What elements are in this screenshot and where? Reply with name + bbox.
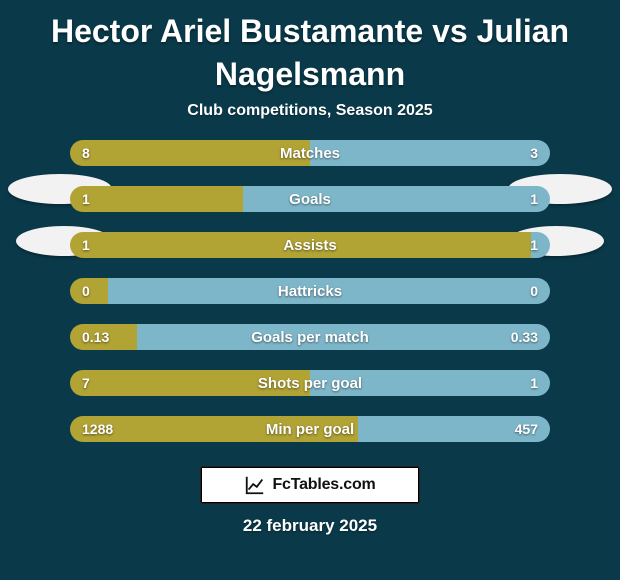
stat-row: Shots per goal71	[70, 370, 550, 396]
stat-bar-track	[70, 416, 550, 442]
stat-row: Matches83	[70, 140, 550, 166]
stat-bar-track	[70, 186, 550, 212]
date-label: 22 february 2025	[0, 516, 620, 536]
stat-bar-track	[70, 370, 550, 396]
stat-bar-right	[358, 416, 550, 442]
stat-bar-track	[70, 324, 550, 350]
stat-bar-track	[70, 140, 550, 166]
stat-row: Hattricks00	[70, 278, 550, 304]
stat-bar-right	[137, 324, 550, 350]
stat-bar-right	[531, 232, 550, 258]
source-logo: FcTables.com	[200, 466, 420, 504]
stat-bar-right	[310, 370, 550, 396]
stat-row: Assists11	[70, 232, 550, 258]
page-title: Hector Ariel Bustamante vs Julian Nagels…	[0, 0, 620, 102]
stats-container: Matches83 Goals11 Assists11 Hattricks00 Goal…	[70, 140, 550, 442]
stat-bar-left	[70, 324, 137, 350]
chart-icon	[244, 474, 266, 496]
stat-bar-right	[243, 186, 550, 212]
stat-bar-left	[70, 186, 243, 212]
stat-bar-left	[70, 370, 310, 396]
stat-bar-track	[70, 278, 550, 304]
stat-row: Goals11	[70, 186, 550, 212]
stat-bar-left	[70, 278, 108, 304]
stat-bar-left	[70, 232, 531, 258]
subtitle: Club competitions, Season 2025	[0, 102, 620, 140]
stat-bar-right	[310, 140, 550, 166]
stat-bar-right	[108, 278, 550, 304]
stat-bar-track	[70, 232, 550, 258]
stat-bar-left	[70, 416, 358, 442]
stat-row: Min per goal1288457	[70, 416, 550, 442]
stat-bar-left	[70, 140, 310, 166]
source-logo-text: FcTables.com	[272, 476, 375, 494]
stat-row: Goals per match0.130.33	[70, 324, 550, 350]
